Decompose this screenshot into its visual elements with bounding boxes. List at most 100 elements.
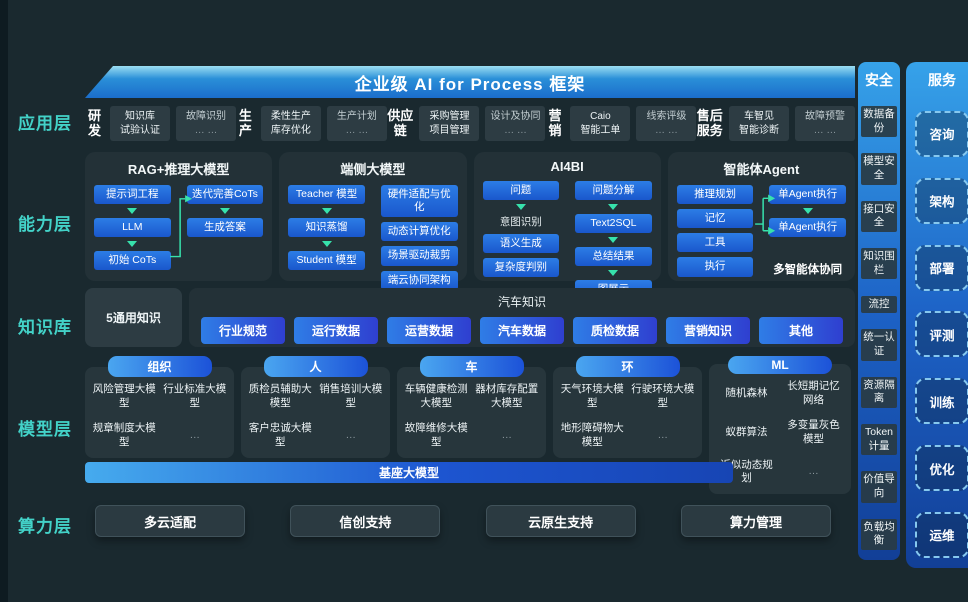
agent-right-column: 单Agent执行 单Agent执行 多智能体协同 bbox=[769, 185, 846, 277]
model-group-pill: 环 bbox=[575, 356, 680, 377]
security-item: Token计量 bbox=[861, 423, 897, 456]
model-ellipsis: … bbox=[345, 429, 357, 442]
agent-left-column: 推理规划 记忆 工具 执行 bbox=[676, 185, 754, 277]
rag-flow: 提示词工程 LLM 初始 CoTs 迭代完善CoTs 生成答案 bbox=[94, 185, 264, 273]
auto-knowledge-title: 汽车知识 bbox=[497, 295, 546, 309]
security-item: 接口安全 bbox=[861, 200, 897, 233]
app-feature-ellipsis: … … bbox=[345, 124, 369, 136]
auto-knowledge-box: 汽车知识 行业规范 运行数据 运营数据 汽车数据 质检数据 营销知识 其他 bbox=[189, 288, 855, 347]
model-name: 天气环境大模型 bbox=[560, 383, 624, 409]
app-feature-line: 项目管理 bbox=[429, 124, 470, 136]
model-group-box: 风险管理大模型 行业标准大模型 规章制度大模型 … bbox=[85, 367, 234, 458]
app-group-supply-chain: 供应链 采购管理 项目管理 设计及协同 … … bbox=[387, 106, 546, 141]
flow-node: Teacher 模型 bbox=[288, 185, 365, 205]
app-feature-line: 知识库 bbox=[124, 111, 155, 122]
app-feature-line: 柔性生产 bbox=[270, 111, 311, 122]
service-item: 优化 bbox=[915, 445, 968, 492]
model-name: 客户忠诚大模型 bbox=[248, 422, 312, 448]
agent-box: 智能体Agent 推理规划 记忆 工具 执行 单Agent执行 单Agent执行… bbox=[667, 152, 855, 281]
app-feature-line: 故障预警 bbox=[805, 111, 846, 122]
flow-node: 问题 bbox=[482, 181, 560, 201]
arrow-down-icon bbox=[321, 208, 332, 215]
flow-node: 语义生成 bbox=[482, 234, 560, 254]
compute-item-cloudnative: 云原生支持 bbox=[485, 505, 636, 537]
layer-label-compute: 算力层 bbox=[18, 517, 72, 536]
model-layer-row: 组织 风险管理大模型 行业标准大模型 规章制度大模型 … 人 质检员辅助大模型 … bbox=[85, 356, 855, 494]
model-name: 长短期记忆网络 bbox=[787, 380, 840, 406]
app-feature-line: 车智见 bbox=[744, 111, 775, 122]
app-group-rd: 研发 知识库 试验认证 故障识别 … … bbox=[85, 106, 236, 141]
app-feature-line: 采购管理 bbox=[429, 111, 470, 122]
flow-node: 工具 bbox=[676, 233, 754, 253]
knowledge-pill: 运营数据 bbox=[387, 317, 471, 344]
app-feature-line: 试验认证 bbox=[119, 124, 160, 136]
flow-node: 场景驱动裁剪 bbox=[380, 246, 458, 266]
model-group-organization: 组织 风险管理大模型 行业标准大模型 规章制度大模型 … bbox=[85, 356, 234, 458]
model-group-environment: 环 天气环境大模型 行驶环境大模型 地形障碍物大模型 … bbox=[553, 356, 702, 458]
security-rail: 安全 数据备份 模型安全 接口安全 知识围栏 流控 统一认证 资源隔离 Toke… bbox=[858, 62, 900, 560]
compute-item-xinchuang: 信创支持 bbox=[290, 505, 441, 537]
app-feature-line: 设计及协同 bbox=[490, 111, 541, 122]
model-group-pill: ML bbox=[728, 356, 832, 374]
model-ellipsis: … bbox=[657, 429, 669, 442]
app-feature-box: 知识库 试验认证 bbox=[109, 106, 170, 141]
model-name: 随机森林 bbox=[725, 386, 768, 399]
knowledge-pill: 汽车数据 bbox=[480, 317, 564, 344]
capability-title: AI4BI bbox=[550, 159, 584, 174]
app-feature-line: Caio bbox=[590, 111, 611, 122]
capability-layer-row: RAG+推理大模型 提示词工程 LLM 初始 CoTs 迭代完善CoTs 生成答… bbox=[85, 152, 855, 300]
model-name: 销售培训大模型 bbox=[319, 383, 383, 409]
service-rail: 服务 咨询 架构 部署 评测 训练 优化 运维 bbox=[906, 62, 968, 568]
compute-item-multicloud: 多云适配 bbox=[95, 505, 245, 537]
model-name: 规章制度大模型 bbox=[92, 422, 156, 448]
layer-label-knowledge: 知识库 bbox=[18, 318, 72, 337]
app-feature-line: 智能工单 bbox=[580, 124, 621, 136]
security-item: 知识围栏 bbox=[861, 248, 897, 280]
service-rail-header: 服务 bbox=[928, 72, 956, 88]
flow-text: 意图识别 bbox=[499, 216, 542, 229]
flow-node: 硬件适配与优化 bbox=[380, 185, 458, 218]
app-group-label: 供应链 bbox=[387, 107, 414, 138]
model-name: 多变量灰色模型 bbox=[787, 419, 840, 445]
service-item: 架构 bbox=[915, 177, 968, 224]
rag-left-column: 提示词工程 LLM 初始 CoTs bbox=[94, 185, 171, 273]
flow-node: 记忆 bbox=[676, 209, 754, 229]
model-name: 车辆健康检测大模型 bbox=[404, 383, 468, 409]
multi-agent-caption: 多智能体协同 bbox=[773, 263, 843, 276]
app-feature-box: 采购管理 项目管理 bbox=[419, 106, 480, 141]
compute-item-management: 算力管理 bbox=[680, 505, 831, 537]
security-item: 统一认证 bbox=[861, 329, 897, 361]
model-group-box: 天气环境大模型 行驶环境大模型 地形障碍物大模型 … bbox=[553, 367, 702, 458]
agent-flow: 推理规划 记忆 工具 执行 单Agent执行 单Agent执行 多智能体协同 bbox=[676, 185, 846, 277]
model-name: 器材库存配置大模型 bbox=[475, 383, 539, 409]
app-feature-box: 柔性生产 库存优化 bbox=[260, 106, 321, 141]
ai4bi-right-column: 问题分解 Text2SQL 总结结果 图展示 bbox=[575, 181, 652, 300]
layer-label-model: 模型层 bbox=[18, 420, 72, 439]
app-feature-ellipsis: … … bbox=[813, 124, 837, 136]
ai4bi-flow: 问题 意图识别 语义生成 复杂度判别 问题分解 Text2SQL 总结结果 图展… bbox=[482, 181, 652, 300]
application-layer-row: 研发 知识库 试验认证 故障识别 … … 生产 柔性生产 库存优化 生产计划 …… bbox=[85, 100, 856, 147]
app-group-label: 研发 bbox=[87, 107, 101, 138]
app-group-after-sales: 售后服务 车智见 智能诊断 故障预警 … … bbox=[696, 106, 856, 141]
knowledge-pill: 质检数据 bbox=[573, 317, 657, 344]
flow-node: Student 模型 bbox=[288, 251, 365, 271]
app-feature-ellipsis: … … bbox=[504, 124, 527, 136]
model-group-pill: 车 bbox=[419, 356, 524, 377]
arrow-down-icon bbox=[127, 241, 138, 248]
security-item: 模型安全 bbox=[861, 153, 897, 185]
model-name: 近似动态规划 bbox=[720, 458, 773, 485]
model-name: 行业标准大模型 bbox=[163, 383, 227, 409]
flow-node: Text2SQL bbox=[575, 214, 652, 234]
app-feature-line: 线索评级 bbox=[646, 111, 687, 122]
flow-node: 提示词工程 bbox=[94, 185, 171, 205]
app-feature-line: 智能诊断 bbox=[739, 124, 780, 136]
app-feature-box: 生产计划 … … bbox=[326, 106, 387, 141]
arrow-down-icon bbox=[608, 270, 619, 277]
model-ellipsis: … bbox=[189, 429, 201, 442]
app-feature-line: 故障识别 bbox=[185, 111, 226, 122]
framework-title-banner: 企业级 AI for Process 框架 bbox=[85, 66, 855, 98]
edge-model-box: 端侧大模型 Teacher 模型 知识蒸馏 Student 模型 硬件适配与优化… bbox=[279, 152, 467, 290]
app-feature-box: 设计及协同 … … bbox=[485, 106, 546, 141]
service-item: 咨询 bbox=[915, 110, 968, 157]
model-name: 风险管理大模型 bbox=[92, 383, 156, 409]
